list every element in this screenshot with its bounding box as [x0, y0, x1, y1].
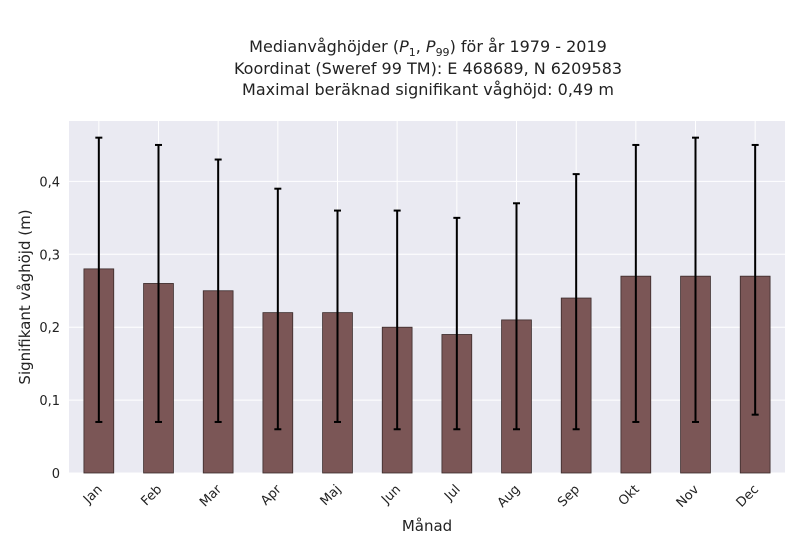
x-tick-label: Jul	[441, 482, 463, 504]
error-bar-jun	[393, 209, 401, 431]
chart-title-line-1: Medianvåghöjder (P1, P99) för år 1979 - …	[249, 37, 607, 59]
x-tick-label: Nov	[674, 482, 703, 511]
x-tick-label: Sep	[555, 482, 583, 510]
y-tick-labels: 0 0,1 0,2 0,3 0,4	[39, 175, 60, 482]
y-tick-label: 0,4	[39, 175, 60, 190]
x-tick-label: Feb	[138, 482, 165, 509]
error-bar-okt	[632, 143, 640, 423]
x-tick-labels: Jan Feb Mar Apr Maj Jun Jul Aug Sep Okt Nov Dec	[80, 482, 762, 511]
error-bar-jul	[453, 216, 461, 431]
y-axis-label: Signifikant våghöjd (m)	[16, 209, 34, 384]
y-tick-label: 0,1	[39, 394, 60, 409]
y-tick-label: 0,2	[39, 321, 60, 336]
y-tick-label: 0	[52, 467, 60, 482]
x-tick-label: Dec	[734, 482, 762, 510]
x-axis-label: Månad	[402, 517, 452, 535]
x-tick-label: Mar	[197, 482, 225, 510]
y-tick-label: 0,3	[39, 248, 60, 263]
error-bar-nov	[692, 136, 699, 423]
x-tick-label: Aug	[495, 482, 524, 511]
x-tick-label: Apr	[258, 482, 285, 509]
x-tick-label: Jan	[80, 482, 105, 507]
error-bar-maj	[334, 209, 341, 423]
error-bar-jan	[95, 136, 103, 423]
error-bar-apr	[274, 187, 282, 431]
error-bar-feb	[155, 143, 162, 423]
error-bars	[95, 136, 759, 431]
error-bar-dec	[751, 143, 759, 416]
error-bar-mar	[214, 158, 222, 423]
x-tick-label: Maj	[318, 482, 345, 509]
chart-title-line-2: Koordinat (Sweref 99 TM): E 468689, N 62…	[234, 59, 622, 78]
error-bar-sep	[572, 173, 580, 431]
plot-area	[69, 121, 785, 473]
x-tick-label: Jun	[378, 482, 404, 508]
chart-title-line-3: Maximal beräknad signifikant våghöjd: 0,…	[242, 80, 614, 99]
x-tick-label: Okt	[616, 482, 643, 509]
error-bar-aug	[513, 202, 520, 431]
